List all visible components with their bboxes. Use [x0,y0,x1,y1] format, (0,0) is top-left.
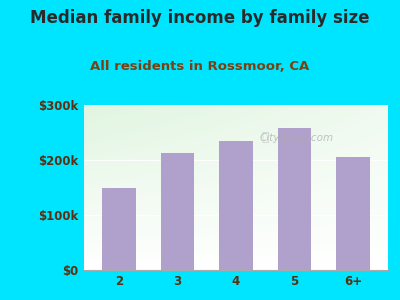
Bar [336,157,370,270]
Text: All residents in Rossmoor, CA: All residents in Rossmoor, CA [90,60,310,73]
Text: Median family income by family size: Median family income by family size [30,9,370,27]
Bar [102,188,136,270]
Text: City-Data.com: City-Data.com [260,133,334,143]
Bar [278,128,312,270]
Bar [219,141,253,270]
Text: ⌕: ⌕ [261,131,269,144]
Bar [160,153,194,270]
